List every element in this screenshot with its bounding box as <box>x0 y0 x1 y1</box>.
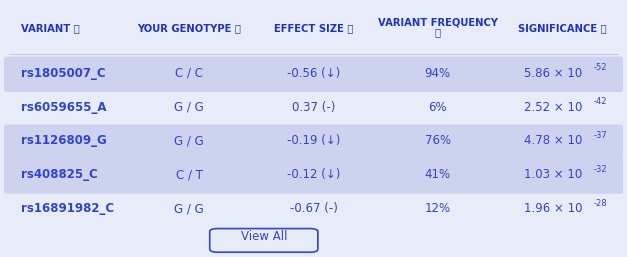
Text: rs1126809_G: rs1126809_G <box>21 134 107 148</box>
Text: 0.37 (-): 0.37 (-) <box>292 100 335 114</box>
Text: View All: View All <box>241 230 287 243</box>
Text: 2.52 × 10: 2.52 × 10 <box>524 100 582 114</box>
Text: rs6059655_A: rs6059655_A <box>21 100 107 114</box>
Text: 6%: 6% <box>428 100 447 114</box>
Text: -0.67 (-): -0.67 (-) <box>290 202 337 215</box>
FancyBboxPatch shape <box>4 57 623 92</box>
Text: -42: -42 <box>593 97 607 106</box>
Text: rs1805007_C: rs1805007_C <box>21 67 106 80</box>
Text: 5.86 × 10: 5.86 × 10 <box>524 67 582 80</box>
Text: 4.78 × 10: 4.78 × 10 <box>524 134 582 148</box>
Text: ⓘ: ⓘ <box>435 27 441 37</box>
FancyBboxPatch shape <box>4 124 623 160</box>
Text: 12%: 12% <box>424 202 451 215</box>
Text: 94%: 94% <box>424 67 451 80</box>
Text: G / G: G / G <box>174 134 204 148</box>
Text: rs16891982_C: rs16891982_C <box>21 202 115 215</box>
Text: YOUR GENOTYPE ⓘ: YOUR GENOTYPE ⓘ <box>137 23 241 33</box>
Text: 1.96 × 10: 1.96 × 10 <box>524 202 582 215</box>
Text: C / T: C / T <box>176 168 203 181</box>
Text: 76%: 76% <box>424 134 451 148</box>
Text: 1.03 × 10: 1.03 × 10 <box>524 168 582 181</box>
Text: G / G: G / G <box>174 202 204 215</box>
Text: 41%: 41% <box>424 168 451 181</box>
Text: -0.12 (↓): -0.12 (↓) <box>287 168 340 181</box>
Text: -52: -52 <box>593 63 607 72</box>
Text: EFFECT SIZE ⓘ: EFFECT SIZE ⓘ <box>274 23 353 33</box>
FancyBboxPatch shape <box>209 228 318 252</box>
Text: VARIANT ⓘ: VARIANT ⓘ <box>21 23 80 33</box>
Text: -0.19 (↓): -0.19 (↓) <box>287 134 340 148</box>
FancyBboxPatch shape <box>4 158 623 194</box>
Text: rs408825_C: rs408825_C <box>21 168 98 181</box>
Text: SIGNIFICANCE ⓘ: SIGNIFICANCE ⓘ <box>518 23 606 33</box>
Text: G / G: G / G <box>174 100 204 114</box>
Text: C / C: C / C <box>175 67 203 80</box>
Text: -28: -28 <box>593 199 607 208</box>
Text: VARIANT FREQUENCY: VARIANT FREQUENCY <box>378 18 498 28</box>
Text: -0.56 (↓): -0.56 (↓) <box>287 67 340 80</box>
Text: -32: -32 <box>593 165 607 174</box>
Text: -37: -37 <box>593 131 607 140</box>
